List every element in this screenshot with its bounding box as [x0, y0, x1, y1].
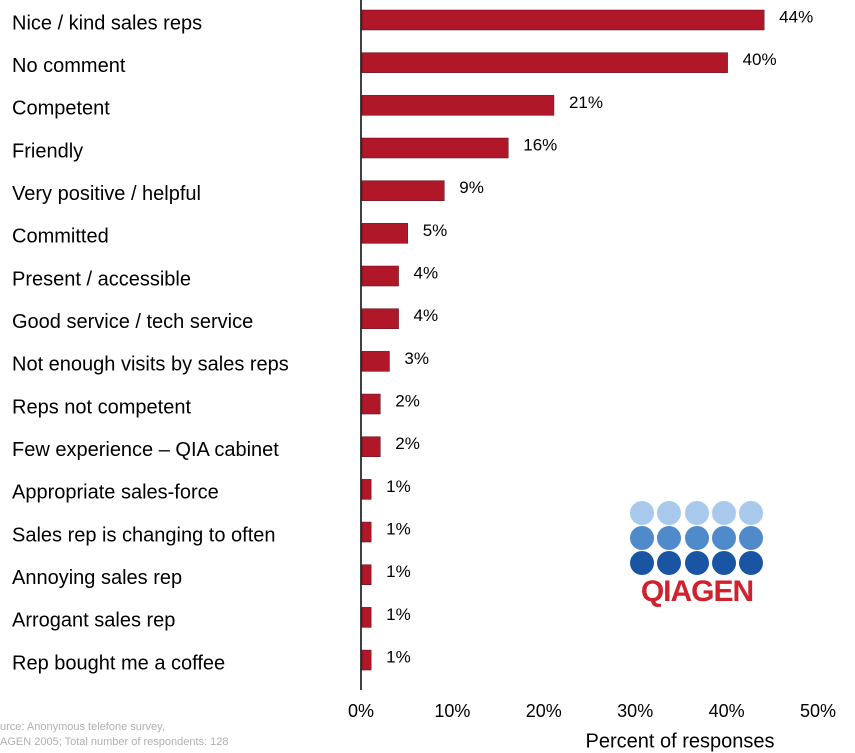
bar: [361, 308, 399, 329]
value-label: 2%: [395, 434, 420, 453]
x-axis-title: Percent of responses: [586, 730, 775, 752]
value-label: 1%: [386, 520, 411, 539]
category-label: Appropriate sales-force: [12, 482, 219, 504]
category-label: Friendly: [12, 140, 83, 162]
category-label: Few experience – QIA cabinet: [12, 439, 279, 461]
category-label: No comment: [12, 55, 126, 77]
x-tick-label: 10%: [434, 701, 470, 721]
category-label: Present / accessible: [12, 268, 191, 290]
value-label: 21%: [569, 93, 603, 112]
bar: [361, 479, 372, 500]
logo-dot: [739, 501, 763, 525]
category-label: Sales rep is changing to often: [12, 524, 276, 546]
logo-dot: [657, 551, 681, 575]
logo-dot: [739, 526, 763, 550]
x-tick-label: 0%: [348, 701, 374, 721]
value-label: 40%: [743, 50, 777, 69]
value-label: 4%: [414, 264, 439, 283]
logo-dot: [739, 551, 763, 575]
logo-dot: [712, 526, 736, 550]
bar: [361, 265, 399, 287]
source-note: urce: Anonymous telefone survey,: [0, 721, 165, 733]
x-tick-label: 50%: [800, 701, 836, 721]
bar: [361, 436, 381, 457]
category-label: Arrogant sales rep: [12, 610, 175, 632]
category-label: Committed: [12, 226, 109, 248]
value-label: 1%: [386, 562, 411, 581]
category-label: Reps not competent: [12, 396, 191, 418]
value-label: 44%: [779, 7, 813, 26]
category-label: Annoying sales rep: [12, 567, 182, 589]
bar: [361, 137, 509, 159]
logo-dot: [685, 501, 709, 525]
logo-dot: [712, 551, 736, 575]
value-label: 2%: [395, 392, 420, 411]
value-label: 9%: [459, 178, 484, 197]
value-label: 3%: [404, 349, 429, 368]
bar: [361, 564, 372, 585]
logo-text: QIAGEN: [641, 575, 753, 608]
x-tick-label: 30%: [617, 701, 653, 721]
bar: [361, 180, 445, 201]
category-label: Very positive / helpful: [12, 183, 201, 205]
bar: [361, 521, 372, 543]
category-label: Good service / tech service: [12, 311, 253, 333]
logo-dot: [657, 501, 681, 525]
value-label: 1%: [386, 648, 411, 667]
x-tick-label: 40%: [709, 701, 745, 721]
value-label: 1%: [386, 605, 411, 624]
category-label: Nice / kind sales reps: [12, 12, 202, 34]
logo: QIAGEN: [630, 501, 763, 608]
source-note: AGEN 2005; Total number of respondents: …: [0, 736, 229, 748]
bar: [361, 649, 372, 671]
logo-dot: [630, 551, 654, 575]
x-tick-label: 20%: [526, 701, 562, 721]
logo-dot: [685, 526, 709, 550]
category-label: Not enough visits by sales reps: [12, 354, 289, 376]
value-label: 1%: [386, 477, 411, 496]
bar: [361, 52, 728, 73]
logo-dot: [712, 501, 736, 525]
bar: [361, 95, 555, 116]
value-label: 4%: [414, 306, 439, 325]
bar: [361, 393, 381, 415]
logo-dot: [685, 551, 709, 575]
bar: [361, 223, 408, 244]
category-label: Rep bought me a coffee: [12, 652, 225, 674]
logo-dot: [657, 526, 681, 550]
value-label: 5%: [423, 221, 448, 240]
bar: [361, 9, 765, 31]
value-label: 16%: [523, 135, 557, 154]
bar: [361, 351, 390, 372]
bar: [361, 607, 372, 628]
logo-dot: [630, 526, 654, 550]
logo-dot: [630, 501, 654, 525]
category-label: Competent: [12, 98, 110, 120]
